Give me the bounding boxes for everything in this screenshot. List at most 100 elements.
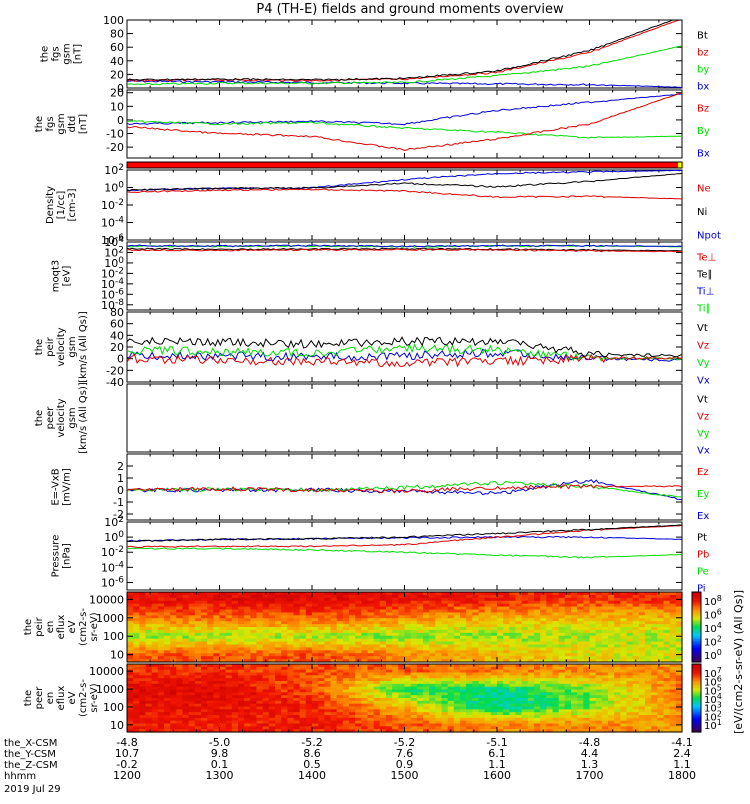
footer-row-label: 2019 Jul 29 [4,784,61,795]
ylabel-line: en [45,621,56,634]
legend-item: Vy [697,358,710,369]
series-line-Bx [127,94,682,125]
ylabel-line: peir [45,336,56,356]
ylabel-line: peir [34,616,45,636]
legend-item: Ey [697,489,709,500]
y-tick-label: 1000 [96,612,124,625]
footer-row-label: the_Z-CSM [4,760,58,771]
ylabel-line: eV [67,691,78,704]
legend-item: Pb [697,550,709,561]
ylabel-line: eV [67,620,78,633]
legend-item: Pt [697,533,707,544]
ylabel-line: [km/s (All Qs)] [78,311,89,383]
legend-item: Npot [697,230,721,241]
footer-tick-label: 1800 [668,769,696,782]
y-tick-label: 20 [110,87,124,100]
ylabel-line: [cm-3] [67,188,78,221]
y-tick-label: 10-6 [101,575,124,589]
colorbar-tick-label: 102 [704,635,722,649]
legend-item: Bt [697,31,708,42]
legend-item: Te⊥ [696,253,716,264]
colorbar-label: [eV/(cm2-s-sr-eV) (All Qs)] [732,590,745,734]
colorbar-tick-label: 104 [704,621,722,635]
legend-item: Bx [697,149,710,160]
footer-tick-label: 1200 [113,769,141,782]
panel-ylabel: moqt3[eV] [51,260,73,293]
series-line-Vz [127,355,682,367]
ylabel-line: gsm [67,407,78,428]
panel-temperature: moqt3[eV]10410210010-210-410-610-8Te⊥Te∥… [51,235,717,315]
ylabel-line: Pressure [51,535,62,578]
panel-ylabel: Density[1/cc][cm-3] [45,186,78,224]
footer-row-label: the_Y-CSM [4,749,56,760]
legend-item: bx [697,82,709,93]
y-tick-label: 20 [110,68,124,81]
y-tick-label: -10 [106,128,124,141]
ylabel-line: [mV/m] [62,468,73,506]
footer-tick-label: 1500 [391,769,419,782]
panel-frame [127,522,682,590]
panel-ylabel: E=-VxB[mV/m] [51,468,73,506]
footer-tick-label: 1400 [298,769,326,782]
footer-tick-label: 1600 [483,769,511,782]
ylabel-line: [nPa] [62,543,73,569]
ylabel-line: the [23,619,34,635]
y-tick-label: 100 [104,181,124,195]
legend-item: bz [697,48,709,59]
legend-item: Pe [697,567,709,578]
ylabel-line: Density [45,186,56,224]
y-tick-label: 40 [110,55,124,68]
ylabel-line: the [34,116,45,132]
legend-item: Ne [697,184,711,195]
panel-frame [127,454,682,520]
ylabel-line: [nT] [73,44,84,64]
status-bar-fill [127,162,682,168]
y-tick-label: 60 [110,41,124,54]
ylabel-line: eflux [56,615,67,640]
panel-frame [127,20,682,88]
legend-item: Vt [697,395,708,406]
y-tick-label: 100 [103,630,124,643]
ylabel-line: fgs [51,46,62,61]
series-line-bz [127,20,682,81]
legend-item: Ni [697,207,707,218]
ylabel-line: peer [34,686,45,710]
legend-item: Te∥ [696,270,713,281]
legend-item: Vy [697,429,710,440]
footer-tick-label: 1700 [576,769,604,782]
ylabel-line: the [34,410,45,426]
y-tick-label: 100 [103,14,124,27]
y-tick-label: -40 [106,376,124,389]
footer-tick-label: 1300 [206,769,234,782]
ylabel-line: peer [45,406,56,430]
y-tick-label: 10 [110,100,124,113]
colorbar-tick-label: 101 [704,718,722,732]
ylabel-line: the [23,690,34,706]
panel-ylabel: Pressure[nPa] [51,535,73,578]
y-tick-label: 10 [110,719,124,732]
y-tick-label: 10000 [89,593,124,606]
footer-row-label: hhmm [4,771,36,782]
legend-item: Vx [697,446,710,457]
ylabel-line: the [34,339,45,355]
y-tick-label: 10-2 [101,198,124,212]
legend-item: Vx [697,375,710,386]
legend-item: Ez [697,467,709,478]
y-tick-label: -20 [106,141,124,154]
ylabel-line: [eV] [62,266,73,287]
y-tick-label: 100 [103,701,124,714]
y-tick-label: 102 [104,515,124,529]
y-tick-label: 1000 [96,683,124,696]
y-tick-label: 10 [110,649,124,662]
